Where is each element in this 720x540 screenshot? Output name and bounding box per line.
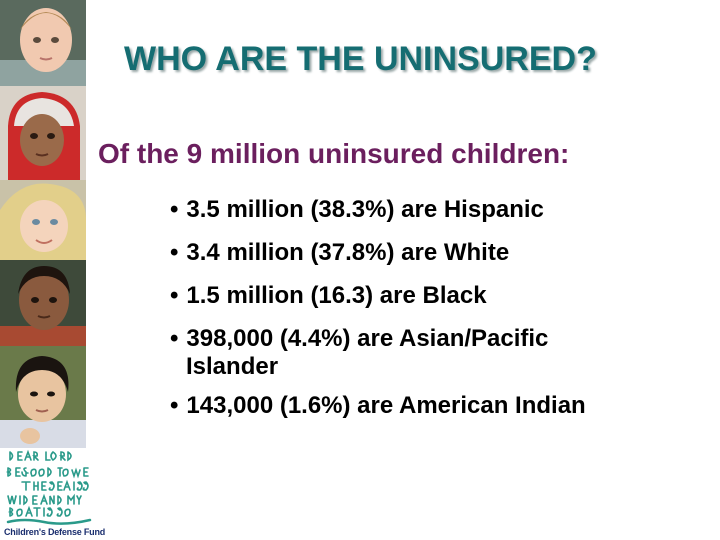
- logo-artwork: [5, 449, 92, 525]
- bullet-text: 398,000 (4.4%) are Asian/Pacific: [186, 325, 549, 352]
- bullet-glyph: •: [170, 239, 179, 266]
- bullet-item-black: • 1.5 million (16.3) are Black: [170, 282, 710, 310]
- child-photo-4: [0, 260, 86, 346]
- bullet-glyph: •: [170, 196, 179, 223]
- bullet-item-hispanic: • 3.5 million (38.3%) are Hispanic: [170, 196, 710, 224]
- bullet-list: • 3.5 million (38.3%) are Hispanic • 3.4 m…: [170, 196, 710, 435]
- bullet-text: 143,000 (1.6%) are American Indian: [186, 392, 586, 419]
- child-photo-1: [0, 0, 86, 86]
- bullet-glyph: •: [170, 282, 179, 309]
- child-photo-2: [0, 86, 86, 180]
- logo-name: Children's Defense Fund: [4, 527, 106, 537]
- bullet-glyph: •: [170, 325, 179, 352]
- photo-strip: [0, 0, 86, 448]
- childrens-defense-fund-logo: Children's Defense Fund: [4, 448, 105, 540]
- slide-subtitle: Of the 9 million uninsured children:: [98, 138, 570, 169]
- bullet-continuation: Islander: [186, 353, 279, 380]
- bullet-item-asian-pacific-islander: • 398,000 (4.4%) are Asian/Pacific Island…: [170, 325, 710, 381]
- slide-title: WHO ARE THE UNINSURED?: [124, 40, 597, 78]
- bullet-text: 3.4 million (37.8%) are White: [186, 239, 510, 266]
- bullet-item-white: • 3.4 million (37.8%) are White: [170, 239, 710, 267]
- child-photo-3: [0, 180, 86, 260]
- child-photo-5: [0, 346, 86, 448]
- bullet-glyph: •: [170, 392, 179, 419]
- bullet-text: 3.5 million (38.3%) are Hispanic: [186, 196, 544, 223]
- bullet-item-american-indian: • 143,000 (1.6%) are American Indian: [170, 392, 710, 420]
- bullet-text: 1.5 million (16.3) are Black: [186, 282, 487, 309]
